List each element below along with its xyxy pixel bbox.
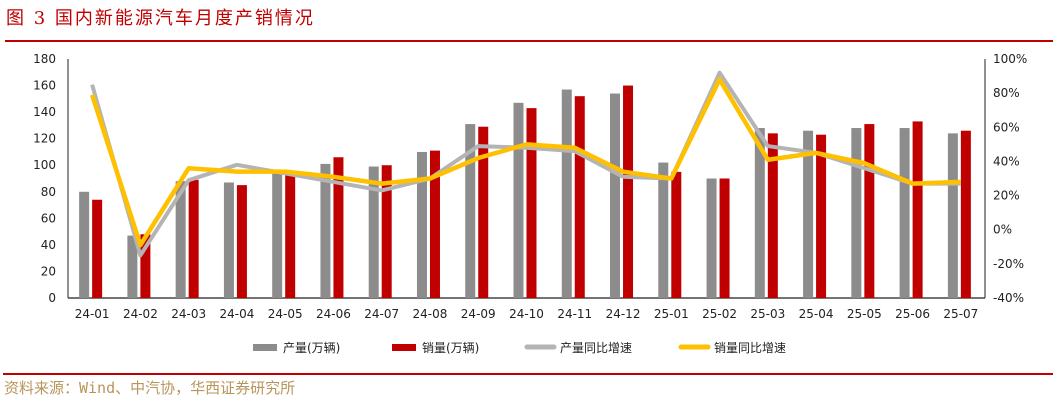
x-tick-label: 25-05 (847, 307, 882, 321)
y-left-tick-label: 60 (41, 211, 56, 225)
x-tick-label: 24-11 (557, 307, 592, 321)
x-tick-label: 24-05 (268, 307, 303, 321)
y-left-tick-label: 140 (33, 105, 56, 119)
y-left-tick-label: 0 (48, 291, 56, 305)
bar-sales (92, 199, 103, 298)
bar-production (465, 124, 476, 298)
bar-production (368, 166, 379, 298)
x-tick-label: 24-06 (316, 307, 351, 321)
bar-sales (236, 185, 247, 298)
legend-swatch (253, 344, 277, 351)
bar-production (513, 102, 524, 298)
y-left-tick-label: 80 (41, 185, 56, 199)
bar-sales (719, 178, 730, 298)
y-right-tick-label: 100% (993, 52, 1027, 66)
bar-production (416, 151, 427, 298)
legend-label: 销量(万辆) (422, 341, 479, 355)
x-tick-label: 24-09 (461, 307, 496, 321)
bar-production (754, 128, 765, 298)
legend-label: 产量同比增速 (560, 341, 632, 355)
bar-sales (623, 85, 634, 298)
y-right-tick-label: 80% (993, 86, 1020, 100)
bar-production (561, 89, 572, 299)
bar-production (899, 128, 910, 298)
x-tick-label: 24-03 (171, 307, 206, 321)
bar-sales (864, 124, 875, 298)
bar-sales (188, 179, 199, 298)
bar-production (79, 191, 90, 298)
y-right-tick-label: -20% (993, 257, 1024, 271)
y-left-tick-label: 160 (33, 79, 56, 93)
y-left-tick-label: 20 (41, 264, 56, 278)
title-divider (5, 40, 1053, 42)
bar-sales (574, 96, 585, 298)
bar-production (851, 128, 862, 298)
bar-sales (526, 108, 537, 298)
y-left-tick-label: 40 (41, 238, 56, 252)
bar-production (127, 235, 138, 298)
x-tick-label: 24-07 (364, 307, 399, 321)
y-right-tick-label: 20% (993, 189, 1020, 203)
y-left-tick-label: 180 (33, 52, 56, 66)
bar-sales (671, 171, 682, 298)
y-right-tick-label: 60% (993, 120, 1020, 134)
line-sales-growth (89, 77, 961, 248)
x-tick-label: 25-07 (943, 307, 978, 321)
x-tick-label: 24-12 (606, 307, 641, 321)
bar-sales (333, 157, 344, 298)
bar-production (947, 133, 958, 298)
bar-sales (140, 234, 151, 298)
x-tick-label: 25-01 (654, 307, 689, 321)
bar-production (803, 130, 814, 298)
bar-production (320, 163, 331, 298)
bar-production (272, 173, 283, 298)
x-tick-label: 24-02 (123, 307, 158, 321)
x-tick-label: 25-04 (799, 307, 834, 321)
bar-sales (285, 170, 296, 298)
y-right-tick-label: 40% (993, 154, 1020, 168)
source-divider (3, 373, 1053, 375)
bar-sales (478, 126, 489, 298)
x-tick-label: 24-08 (413, 307, 448, 321)
x-tick-label: 25-03 (750, 307, 785, 321)
source-note: 资料来源：Wind、中汽协，华西证券研究所 (4, 379, 296, 397)
bar-production (223, 182, 234, 298)
y-right-tick-label: 0% (993, 223, 1012, 237)
figure-title: 图 3 国内新能源汽车月度产销情况 (6, 8, 315, 29)
bar-production (706, 178, 717, 298)
y-left-tick-label: 100 (33, 158, 56, 172)
bar-production (610, 93, 621, 299)
bar-sales (767, 133, 778, 298)
bar-production (175, 181, 186, 298)
x-tick-label: 24-01 (75, 307, 110, 321)
bar-sales (912, 121, 923, 299)
y-left-tick-label: 120 (33, 132, 56, 146)
bar-sales (381, 165, 392, 298)
bar-production (658, 162, 669, 298)
bar-sales (960, 130, 971, 298)
legend-label: 销量同比增速 (714, 341, 786, 355)
bar-sales (429, 150, 440, 298)
x-tick-label: 24-04 (219, 307, 254, 321)
legend-swatch (392, 344, 416, 351)
y-right-tick-label: -40% (993, 291, 1024, 305)
x-tick-label: 25-02 (702, 307, 737, 321)
x-tick-label: 24-10 (509, 307, 544, 321)
bar-sales (816, 134, 827, 298)
legend-label: 产量(万辆) (283, 341, 340, 355)
x-tick-label: 25-06 (895, 307, 930, 321)
